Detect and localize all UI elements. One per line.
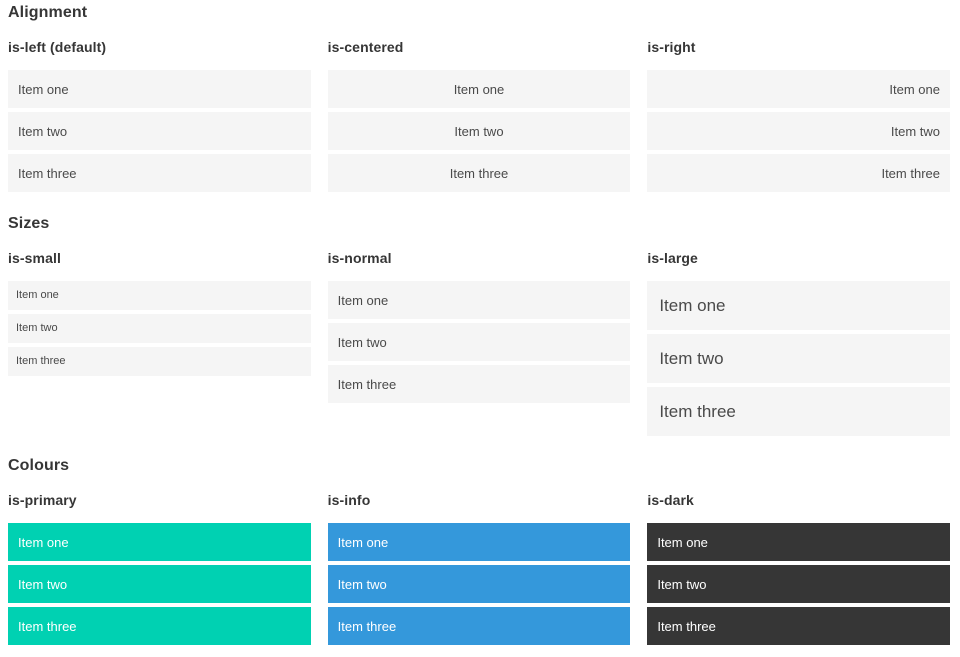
section-alignment: Alignment is-left (default) Item one Ite… — [8, 5, 950, 192]
variant-column-is-left: is-left (default) Item one Item two Item… — [8, 40, 311, 192]
list-item: Item three — [327, 607, 631, 645]
list-item: Item three — [327, 365, 631, 403]
list-is-centered: Item one Item two Item three — [327, 70, 631, 192]
variant-column-is-small: is-small Item one Item two Item three — [8, 251, 311, 376]
list-item: Item two — [647, 565, 950, 603]
variant-column-is-right: is-right Item one Item two Item three — [647, 40, 950, 192]
section-colours: Colours is-primary Item one Item two Ite… — [8, 458, 950, 645]
list-item: Item one — [8, 281, 311, 310]
list-is-primary: Item one Item two Item three — [8, 523, 311, 645]
list-item: Item three — [8, 347, 311, 376]
section-sizes: Sizes is-small Item one Item two Item th… — [8, 216, 950, 436]
list-is-left: Item one Item two Item three — [8, 70, 311, 192]
list-item: Item three — [8, 607, 311, 645]
variant-column-is-large: is-large Item one Item two Item three — [647, 251, 950, 436]
section-title: Colours — [8, 457, 70, 474]
variant-column-is-dark: is-dark Item one Item two Item three — [647, 493, 950, 645]
variant-title: is-left (default) — [8, 39, 107, 55]
list-item: Item two — [647, 334, 950, 383]
list-item: Item three — [647, 387, 950, 436]
list-is-info: Item one Item two Item three — [327, 523, 631, 645]
variant-column-is-centered: is-centered Item one Item two Item three — [327, 39, 631, 192]
variant-column-is-normal: is-normal Item one Item two Item three — [327, 250, 631, 403]
section-title: Alignment — [8, 4, 88, 21]
list-item: Item three — [647, 607, 950, 645]
variant-title: is-large — [647, 250, 698, 266]
list-item: Item one — [647, 523, 950, 561]
variant-title: is-normal — [327, 250, 392, 266]
list-item: Item one — [327, 281, 631, 319]
list-is-normal: Item one Item two Item three — [327, 281, 631, 403]
list-item: Item two — [8, 565, 311, 603]
list-item: Item two — [647, 112, 950, 150]
list-is-large: Item one Item two Item three — [647, 281, 950, 436]
list-item: Item one — [647, 281, 950, 330]
variant-title: is-right — [647, 39, 696, 55]
list-item: Item two — [327, 112, 631, 150]
variant-column-is-info: is-info Item one Item two Item three — [327, 492, 631, 645]
list-is-dark: Item one Item two Item three — [647, 523, 950, 645]
list-item: Item three — [8, 154, 311, 192]
list-item: Item two — [327, 323, 631, 361]
list-item: Item one — [327, 523, 631, 561]
variant-column-is-primary: is-primary Item one Item two Item three — [8, 493, 311, 645]
list-item: Item one — [327, 70, 631, 108]
list-item: Item three — [327, 154, 631, 192]
list-item: Item one — [8, 523, 311, 561]
list-is-right: Item one Item two Item three — [647, 70, 950, 192]
list-item: Item two — [327, 565, 631, 603]
list-item: Item two — [8, 314, 311, 343]
colours-columns: is-primary Item one Item two Item three … — [8, 493, 950, 645]
list-item: Item three — [647, 154, 950, 192]
section-title: Sizes — [8, 215, 50, 232]
variant-title: is-centered — [327, 39, 404, 55]
alignment-columns: is-left (default) Item one Item two Item… — [8, 40, 950, 192]
sizes-columns: is-small Item one Item two Item three is… — [8, 251, 950, 436]
list-item: Item one — [8, 70, 311, 108]
variant-title: is-dark — [647, 492, 694, 508]
list-is-small: Item one Item two Item three — [8, 281, 311, 376]
list-item: Item one — [647, 70, 950, 108]
variant-title: is-primary — [8, 492, 77, 508]
list-item: Item two — [8, 112, 311, 150]
variant-title: is-info — [327, 492, 371, 508]
variant-title: is-small — [8, 250, 61, 266]
